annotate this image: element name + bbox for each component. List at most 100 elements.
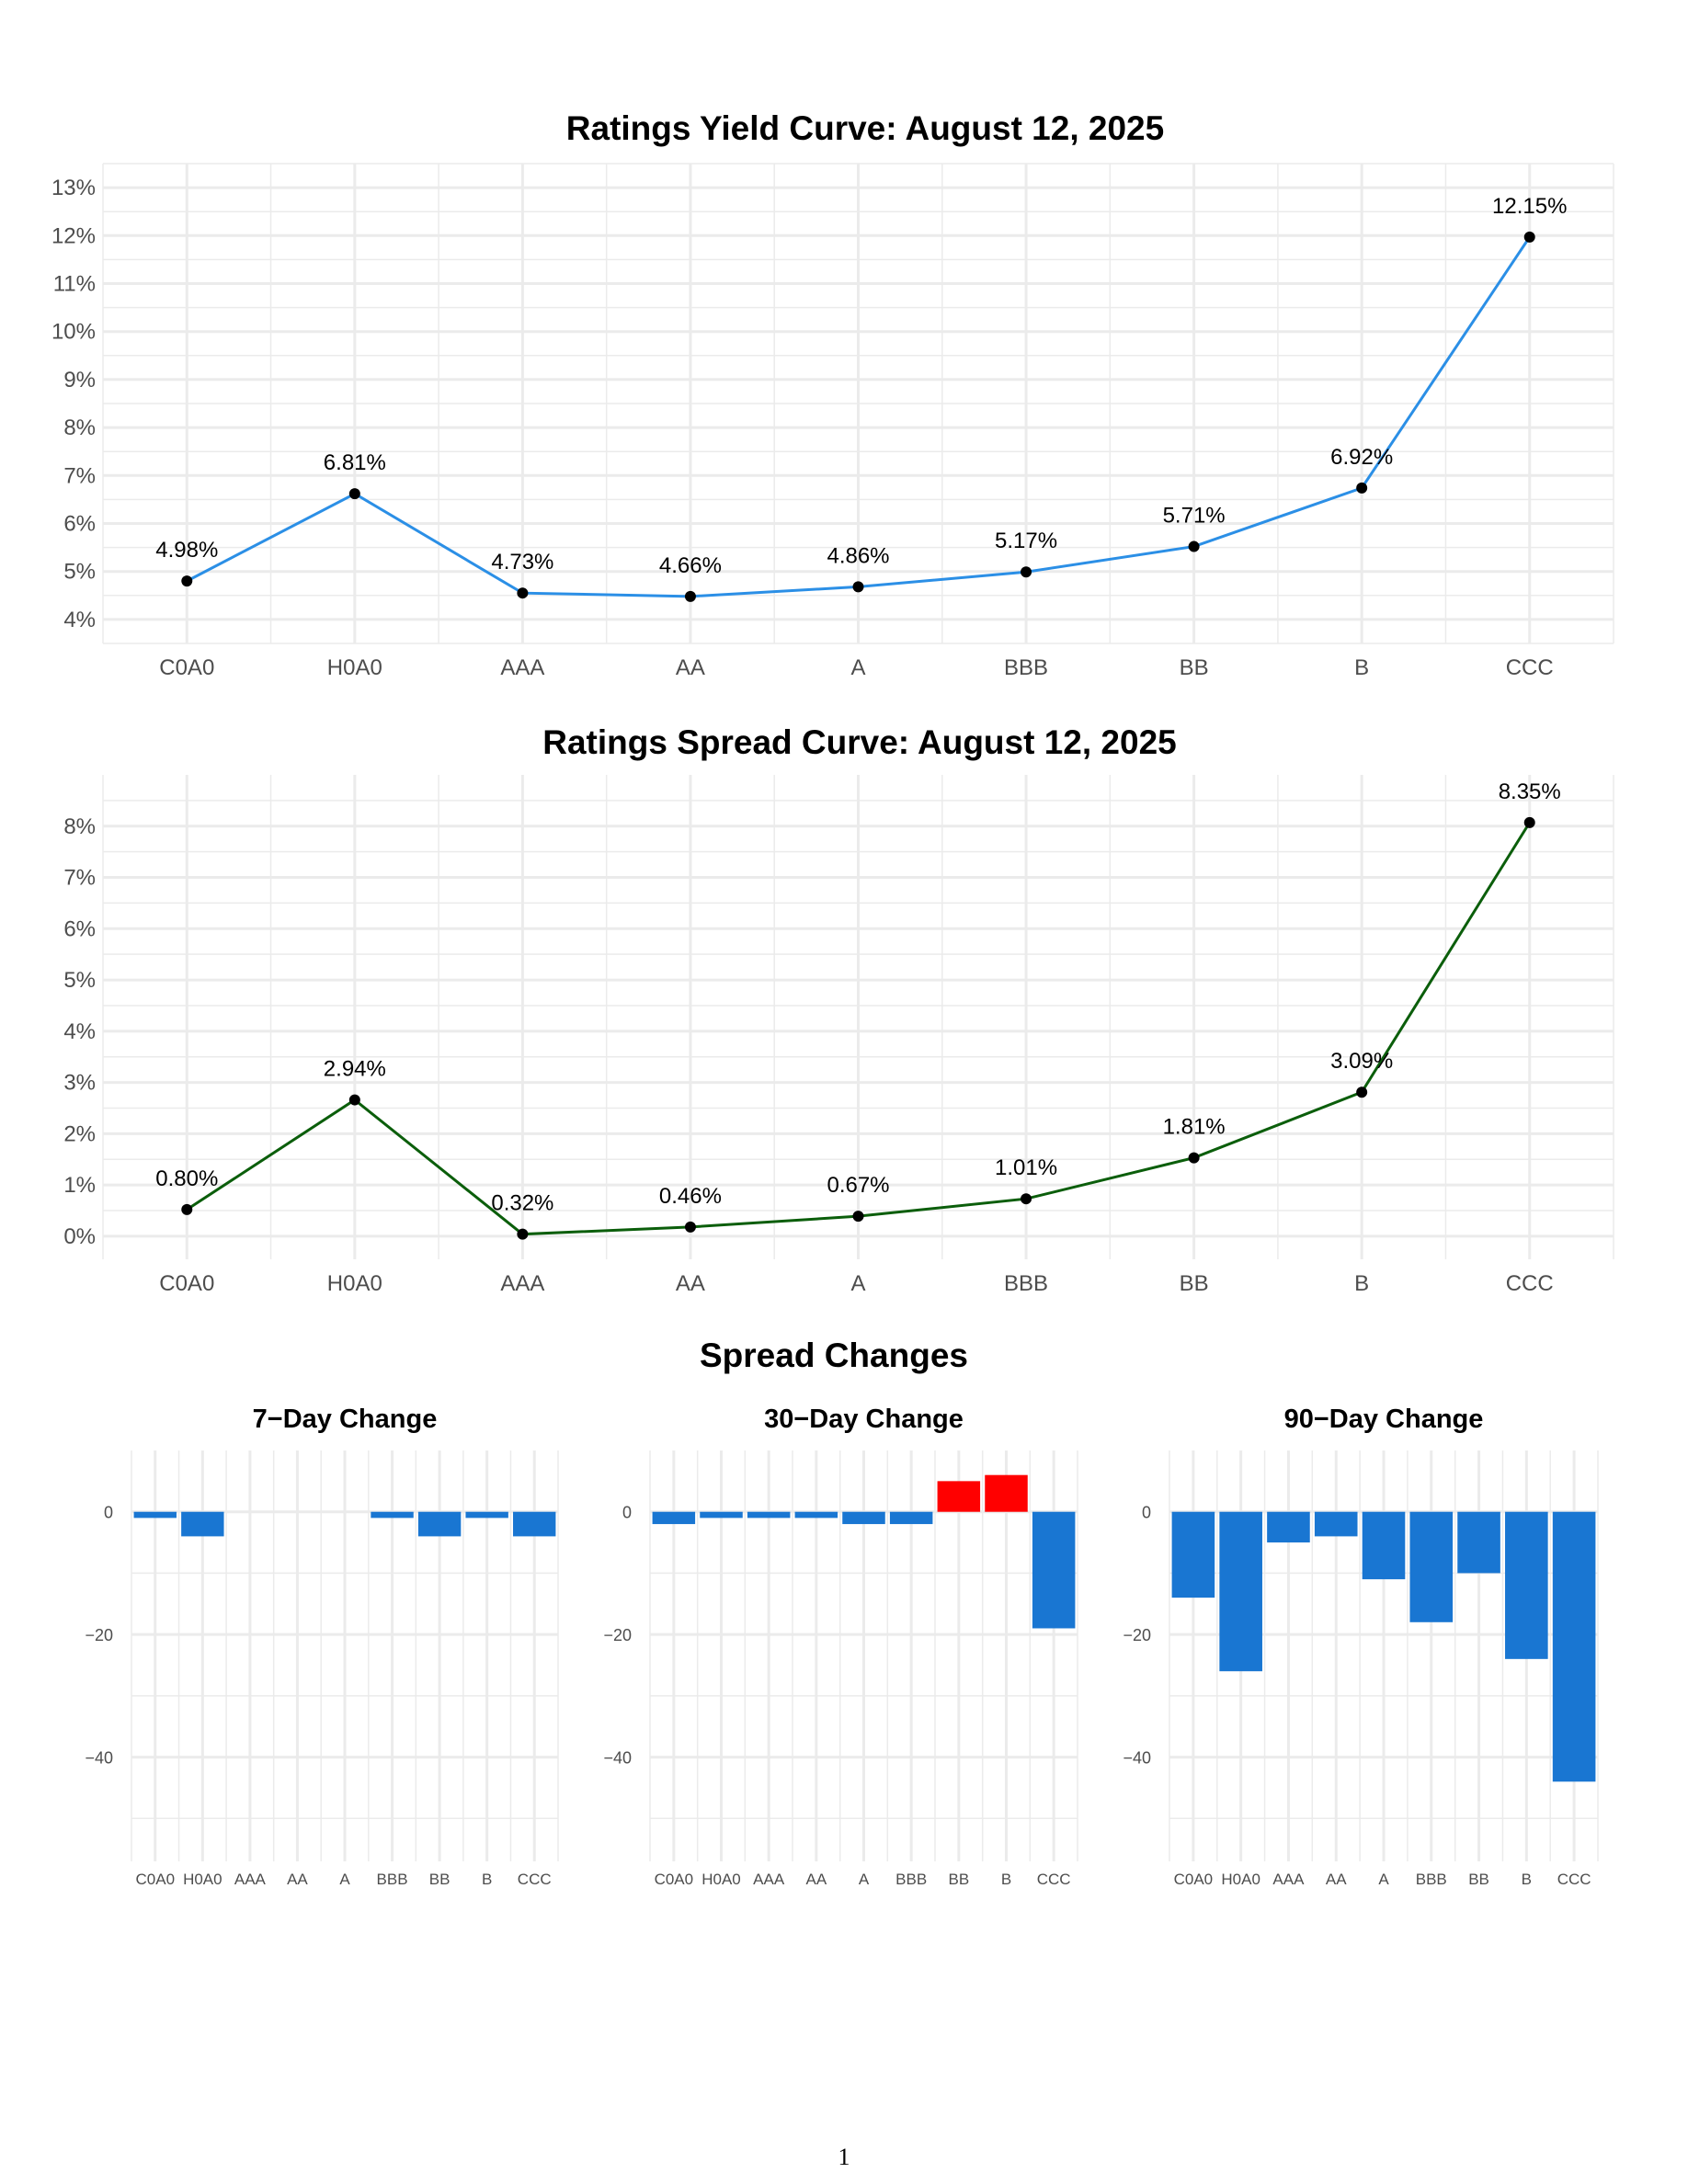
y-tick-label: −40 [603, 1749, 632, 1768]
data-label: 0.32% [491, 1191, 553, 1216]
chart-title: Ratings Spread Curve: August 12, 2025 [542, 723, 1177, 761]
bar [652, 1511, 696, 1525]
y-tick-label: 13% [51, 176, 96, 200]
bar [1267, 1511, 1310, 1543]
data-point [517, 587, 529, 599]
x-tick-label: CCC [1557, 1871, 1591, 1888]
x-tick-label: H0A0 [183, 1871, 222, 1888]
data-label: 6.81% [324, 450, 386, 475]
data-label: 4.98% [155, 538, 218, 563]
y-tick-label: 4% [63, 608, 96, 632]
x-tick-label: CCC [1506, 1271, 1554, 1296]
y-tick-label: 1% [63, 1173, 96, 1198]
x-tick-label: A [1378, 1871, 1389, 1888]
x-tick-label: CCC [1037, 1871, 1071, 1888]
x-tick-label: B [1522, 1871, 1532, 1888]
x-tick-label: B [1001, 1871, 1011, 1888]
y-tick-label: −20 [85, 1626, 113, 1644]
x-tick-label: BBB [1416, 1871, 1447, 1888]
data-point [1188, 1152, 1200, 1164]
bar [937, 1481, 981, 1512]
data-label: 5.17% [995, 529, 1057, 553]
bar [181, 1511, 224, 1537]
data-label: 5.71% [1163, 504, 1226, 529]
y-tick-label: 0% [63, 1224, 96, 1249]
y-tick-label: −20 [603, 1626, 632, 1644]
data-label: 3.09% [1330, 1049, 1393, 1074]
bar [371, 1511, 414, 1519]
x-tick-label: C0A0 [159, 655, 214, 680]
bar [1362, 1511, 1406, 1580]
x-tick-label: AA [287, 1871, 308, 1888]
x-tick-label: C0A0 [136, 1871, 176, 1888]
x-tick-label: AAA [753, 1871, 785, 1888]
y-tick-label: 9% [63, 368, 96, 392]
data-label: 0.80% [155, 1166, 218, 1191]
x-tick-label: A [850, 655, 865, 680]
x-tick-label: B [482, 1871, 492, 1888]
x-tick-label: BBB [895, 1871, 927, 1888]
y-tick-label: −40 [85, 1749, 113, 1768]
bar [889, 1511, 933, 1525]
x-tick-label: B [1354, 655, 1369, 680]
x-tick-label: BB [429, 1871, 451, 1888]
bar [1314, 1511, 1358, 1537]
x-tick-label: BB [1180, 655, 1209, 680]
y-tick-label: 5% [63, 560, 96, 585]
bar [1409, 1511, 1454, 1622]
y-tick-label: 6% [63, 916, 96, 941]
data-point [1523, 816, 1535, 828]
y-tick-label: 12% [51, 223, 96, 248]
x-tick-label: AA [805, 1871, 827, 1888]
bar [1552, 1511, 1596, 1782]
data-point [1523, 231, 1535, 243]
data-point [852, 581, 864, 593]
data-point [1356, 482, 1368, 494]
data-point [348, 1094, 360, 1106]
data-point [1356, 1086, 1368, 1098]
bar [133, 1511, 177, 1519]
y-tick-label: 5% [63, 968, 96, 993]
x-tick-label: BBB [1004, 1271, 1048, 1296]
data-label: 4.66% [659, 553, 722, 578]
panel-title: 90−Day Change [1284, 1405, 1484, 1434]
x-tick-label: H0A0 [327, 1271, 382, 1296]
x-tick-label: AAA [234, 1871, 267, 1888]
line-chart-panel: 4%5%6%7%8%9%10%11%12%13%C0A0 H0A0 AAA AA A BB… [51, 109, 1614, 680]
y-tick-label: 10% [51, 320, 96, 345]
x-tick-label: AA [676, 1271, 705, 1296]
bar [417, 1511, 462, 1537]
x-tick-label: AAA [500, 1271, 544, 1296]
data-label: 0.67% [827, 1173, 889, 1198]
data-point [684, 590, 696, 602]
data-point [181, 575, 193, 587]
data-label: 2.94% [324, 1057, 386, 1082]
y-tick-label: 7% [63, 866, 96, 891]
panel-title: 30−Day Change [764, 1405, 964, 1434]
y-tick-label: 4% [63, 1019, 96, 1044]
x-tick-label: H0A0 [701, 1871, 741, 1888]
data-label: 1.01% [995, 1155, 1057, 1180]
data-label: 12.15% [1492, 194, 1567, 219]
x-tick-label: CCC [1506, 655, 1554, 680]
x-tick-label: BB [1180, 1271, 1209, 1296]
y-tick-label: 6% [63, 512, 96, 537]
data-label: 6.92% [1330, 445, 1393, 470]
data-point [684, 1221, 696, 1233]
x-tick-label: H0A0 [1221, 1871, 1260, 1888]
x-tick-label: AAA [500, 655, 544, 680]
x-tick-label: BBB [377, 1871, 408, 1888]
y-tick-label: 8% [63, 814, 96, 839]
bar [1457, 1511, 1500, 1574]
bar [700, 1511, 743, 1519]
bar [794, 1511, 838, 1519]
page-number: 1 [838, 2144, 850, 2170]
data-point [852, 1211, 864, 1223]
y-tick-label: 0 [104, 1504, 113, 1522]
x-tick-label: C0A0 [159, 1271, 214, 1296]
x-tick-label: BBB [1004, 655, 1048, 680]
y-tick-label: 7% [63, 463, 96, 488]
